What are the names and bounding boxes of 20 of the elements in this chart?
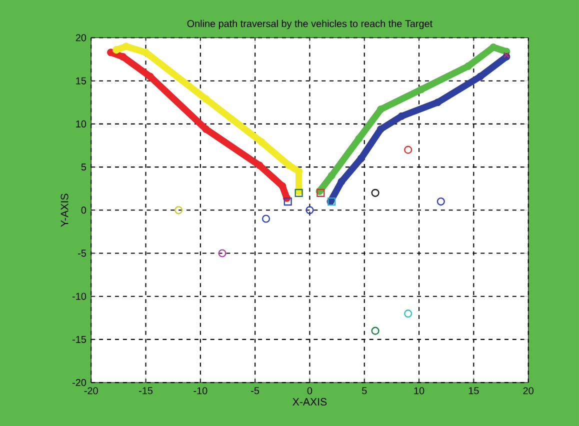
y-tick-label: -15: [72, 336, 86, 343]
y-tick-label: -5: [78, 250, 86, 257]
x-tick-label: -10: [194, 387, 208, 394]
x-tick-label: -15: [139, 387, 153, 394]
chart-title: Online path traversal by the vehicles to reach the Target: [187, 20, 432, 29]
x-tick-label: 15: [468, 387, 479, 394]
x-tick-label: 0: [307, 387, 312, 394]
y-tick-label: 0: [81, 206, 86, 214]
y-tick-label: -20: [72, 378, 86, 386]
x-tick-label: 20: [523, 387, 534, 394]
x-tick-label: 5: [362, 387, 367, 394]
y-tick-label: -10: [72, 292, 86, 300]
y-tick-label: 10: [76, 120, 86, 128]
y-tick-label: 20: [76, 34, 86, 42]
y-tick-label: 5: [81, 163, 86, 170]
x-tick-label: 10: [414, 387, 424, 394]
y-axis-title: Y-AXIS: [60, 194, 68, 227]
x-axis-title: X-AXIS: [292, 398, 327, 406]
x-tick-label: -5: [251, 387, 260, 394]
y-tick-label: 15: [76, 77, 86, 84]
